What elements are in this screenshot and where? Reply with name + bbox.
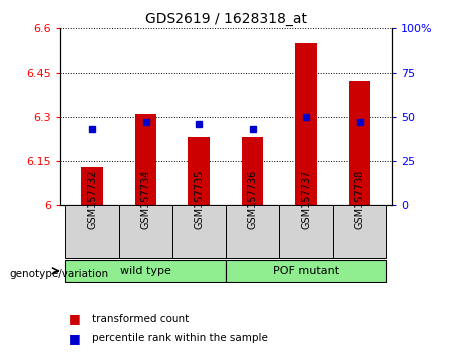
Text: GSM157736: GSM157736: [248, 170, 258, 229]
Text: GSM157735: GSM157735: [194, 170, 204, 229]
Text: percentile rank within the sample: percentile rank within the sample: [92, 333, 268, 343]
Text: GSM157734: GSM157734: [141, 170, 151, 229]
Text: ■: ■: [69, 312, 81, 325]
FancyBboxPatch shape: [279, 205, 333, 258]
Text: wild type: wild type: [120, 266, 171, 276]
FancyBboxPatch shape: [65, 205, 119, 258]
Bar: [81, 167, 103, 205]
Bar: [135, 114, 156, 205]
Bar: [296, 43, 317, 205]
Text: POF mutant: POF mutant: [273, 266, 339, 276]
FancyBboxPatch shape: [65, 260, 226, 282]
Text: GSM157737: GSM157737: [301, 170, 311, 229]
Text: GSM157732: GSM157732: [87, 170, 97, 229]
FancyBboxPatch shape: [119, 205, 172, 258]
Text: ■: ■: [69, 332, 81, 344]
Text: transformed count: transformed count: [92, 314, 189, 324]
Text: GSM157738: GSM157738: [355, 170, 365, 229]
FancyBboxPatch shape: [172, 205, 226, 258]
FancyBboxPatch shape: [226, 260, 386, 282]
Title: GDS2619 / 1628318_at: GDS2619 / 1628318_at: [145, 12, 307, 26]
Bar: [242, 137, 263, 205]
Bar: [189, 137, 210, 205]
Bar: [349, 81, 371, 205]
FancyBboxPatch shape: [226, 205, 279, 258]
Text: genotype/variation: genotype/variation: [9, 269, 108, 279]
FancyBboxPatch shape: [333, 205, 386, 258]
